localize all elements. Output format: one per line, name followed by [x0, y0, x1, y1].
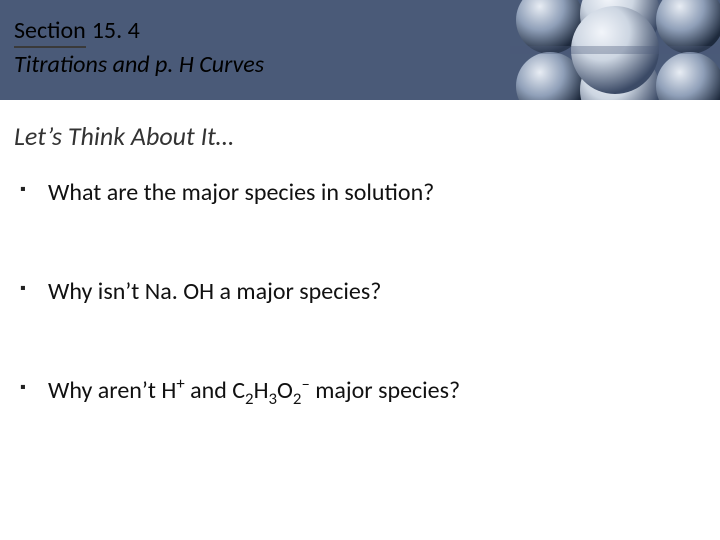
bullet-item: Why isn’t Na. OH a major species?	[14, 277, 706, 306]
lead-heading: Let’s Think About It…	[14, 120, 706, 152]
bullet-list: What are the major species in solution? …	[14, 178, 706, 405]
bullet-text: Why aren’t H+ and C2H3O2– major species?	[48, 376, 460, 405]
bullet-text: Why isn’t Na. OH a major species?	[48, 277, 381, 306]
section-line: Section 15. 4	[14, 16, 264, 48]
bullet-item: What are the major species in solution?	[14, 178, 706, 207]
header-decorative-image	[510, 0, 720, 100]
section-number: 15. 4	[92, 16, 140, 45]
slide: Section 15. 4 Titrations and p. H Curves	[0, 0, 720, 540]
bullet-text: What are the major species in solution?	[48, 178, 434, 207]
section-subtitle: Titrations and p. H Curves	[14, 50, 264, 79]
header-text-block: Section 15. 4 Titrations and p. H Curves	[14, 16, 264, 79]
spheres-icon	[510, 0, 720, 100]
slide-body: Let’s Think About It… What are the major…	[14, 120, 706, 475]
slide-header: Section 15. 4 Titrations and p. H Curves	[0, 0, 720, 100]
bullet-item: Why aren’t H+ and C2H3O2– major species?	[14, 376, 706, 405]
section-label: Section	[14, 16, 86, 48]
